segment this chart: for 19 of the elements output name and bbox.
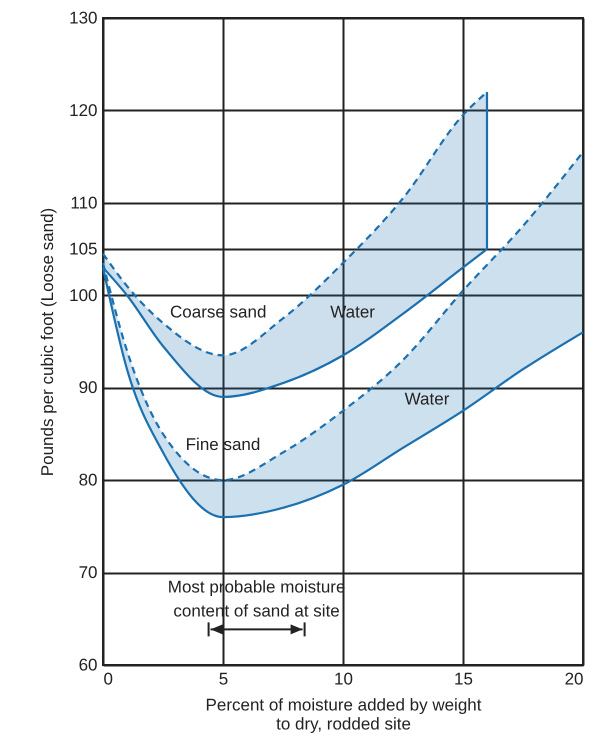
x-tick-label: 10 xyxy=(334,670,353,688)
y-tick-label: 130 xyxy=(69,8,98,28)
y-tick-label: 110 xyxy=(70,193,98,212)
x-tick-label: 20 xyxy=(564,670,584,688)
x-tick-label: 15 xyxy=(454,670,473,688)
y-tick-label: 70 xyxy=(78,563,98,582)
y-tick-label: 80 xyxy=(78,470,98,490)
x-tick-label: 5 xyxy=(218,670,228,688)
y-tick-label: 100 xyxy=(69,286,98,305)
annotation: Water xyxy=(404,390,450,409)
y-axis-title: Pounds per cubic foot (Loose sand) xyxy=(38,208,58,476)
y-tick-label: 60 xyxy=(78,656,98,674)
y-tick-label: 90 xyxy=(78,378,98,398)
x-axis-title: Percent of moisture added by weight to dry, rodded site xyxy=(206,696,482,734)
annotation: Coarse sand xyxy=(170,302,266,322)
y-tick-label: 105 xyxy=(69,240,98,259)
x-tick-label: 0 xyxy=(104,670,113,688)
y-tick-label: 120 xyxy=(69,100,98,120)
annotation: Fine sand xyxy=(186,435,260,454)
